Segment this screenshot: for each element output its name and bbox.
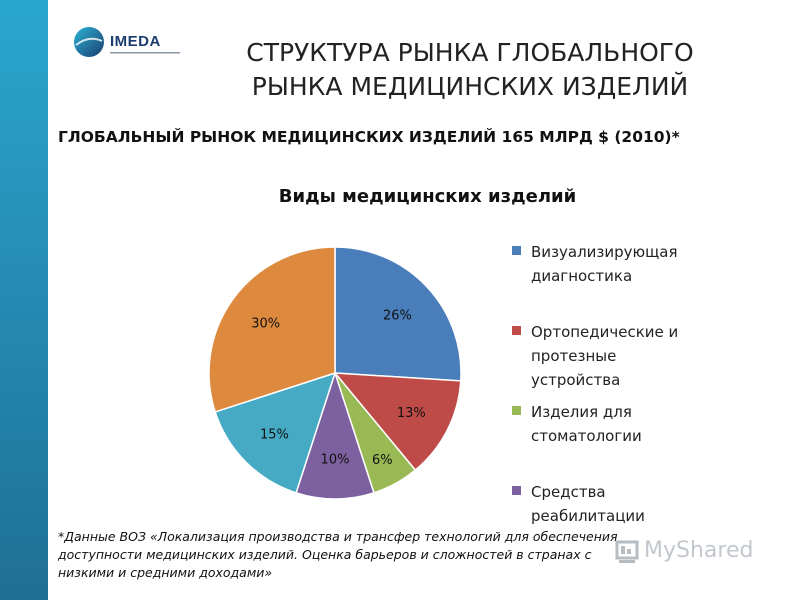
legend-label-0: Визуализирующая диагностика: [531, 243, 678, 285]
imeda-logo: IMEDA: [72, 25, 182, 63]
legend-swatch-3: [512, 486, 521, 495]
pie-data-label-2: 6%: [372, 453, 393, 468]
footnote: *Данные ВОЗ «Локализация производства и …: [58, 529, 618, 580]
pie-slice-3: [295, 370, 375, 500]
pie-slice-1: [333, 372, 462, 472]
page-title: СТРУКТУРА РЫНКА ГЛОБАЛЬНОГО РЫНКА МЕДИЦИ…: [246, 38, 694, 101]
pie-data-label-5: 30%: [251, 317, 280, 332]
watermark-text: MyShared: [612, 538, 753, 563]
legend-label-1: Ортопедические и протезные устройства: [531, 323, 679, 389]
pie-data-label-4: 15%: [260, 428, 289, 443]
legend-swatch-0: [512, 246, 521, 255]
pie-data-label-0: 26%: [383, 308, 412, 323]
sidebar-band: [0, 0, 48, 600]
watermark-label: MyShared: [644, 538, 754, 563]
chart-title: Виды медицинских изделий: [278, 186, 577, 207]
legend-label-3: Средства реабилитации: [531, 483, 645, 525]
legend-swatch-2: [512, 406, 521, 415]
pie-slice-5: [208, 246, 336, 413]
watermark-icon: [615, 540, 639, 563]
logo-tagline: [110, 51, 180, 56]
legend-swatch-1: [512, 326, 521, 335]
pie-data-label-3: 10%: [321, 453, 350, 468]
pie-data-label-1: 13%: [397, 406, 426, 421]
imeda-logo-icon: [74, 27, 104, 57]
pie-chart: 26% 13% 6% 10% 15% 30%: [208, 246, 462, 500]
legend-label-2: Изделия для стоматологии: [531, 403, 642, 445]
logo-wordmark: IMEDA: [110, 33, 161, 50]
pie-slice-0: [334, 246, 462, 382]
page-subtitle: ГЛОБАЛЬНЫЙ РЫНОК МЕДИЦИНСКИХ ИЗДЕЛИЙ 165…: [58, 128, 680, 146]
